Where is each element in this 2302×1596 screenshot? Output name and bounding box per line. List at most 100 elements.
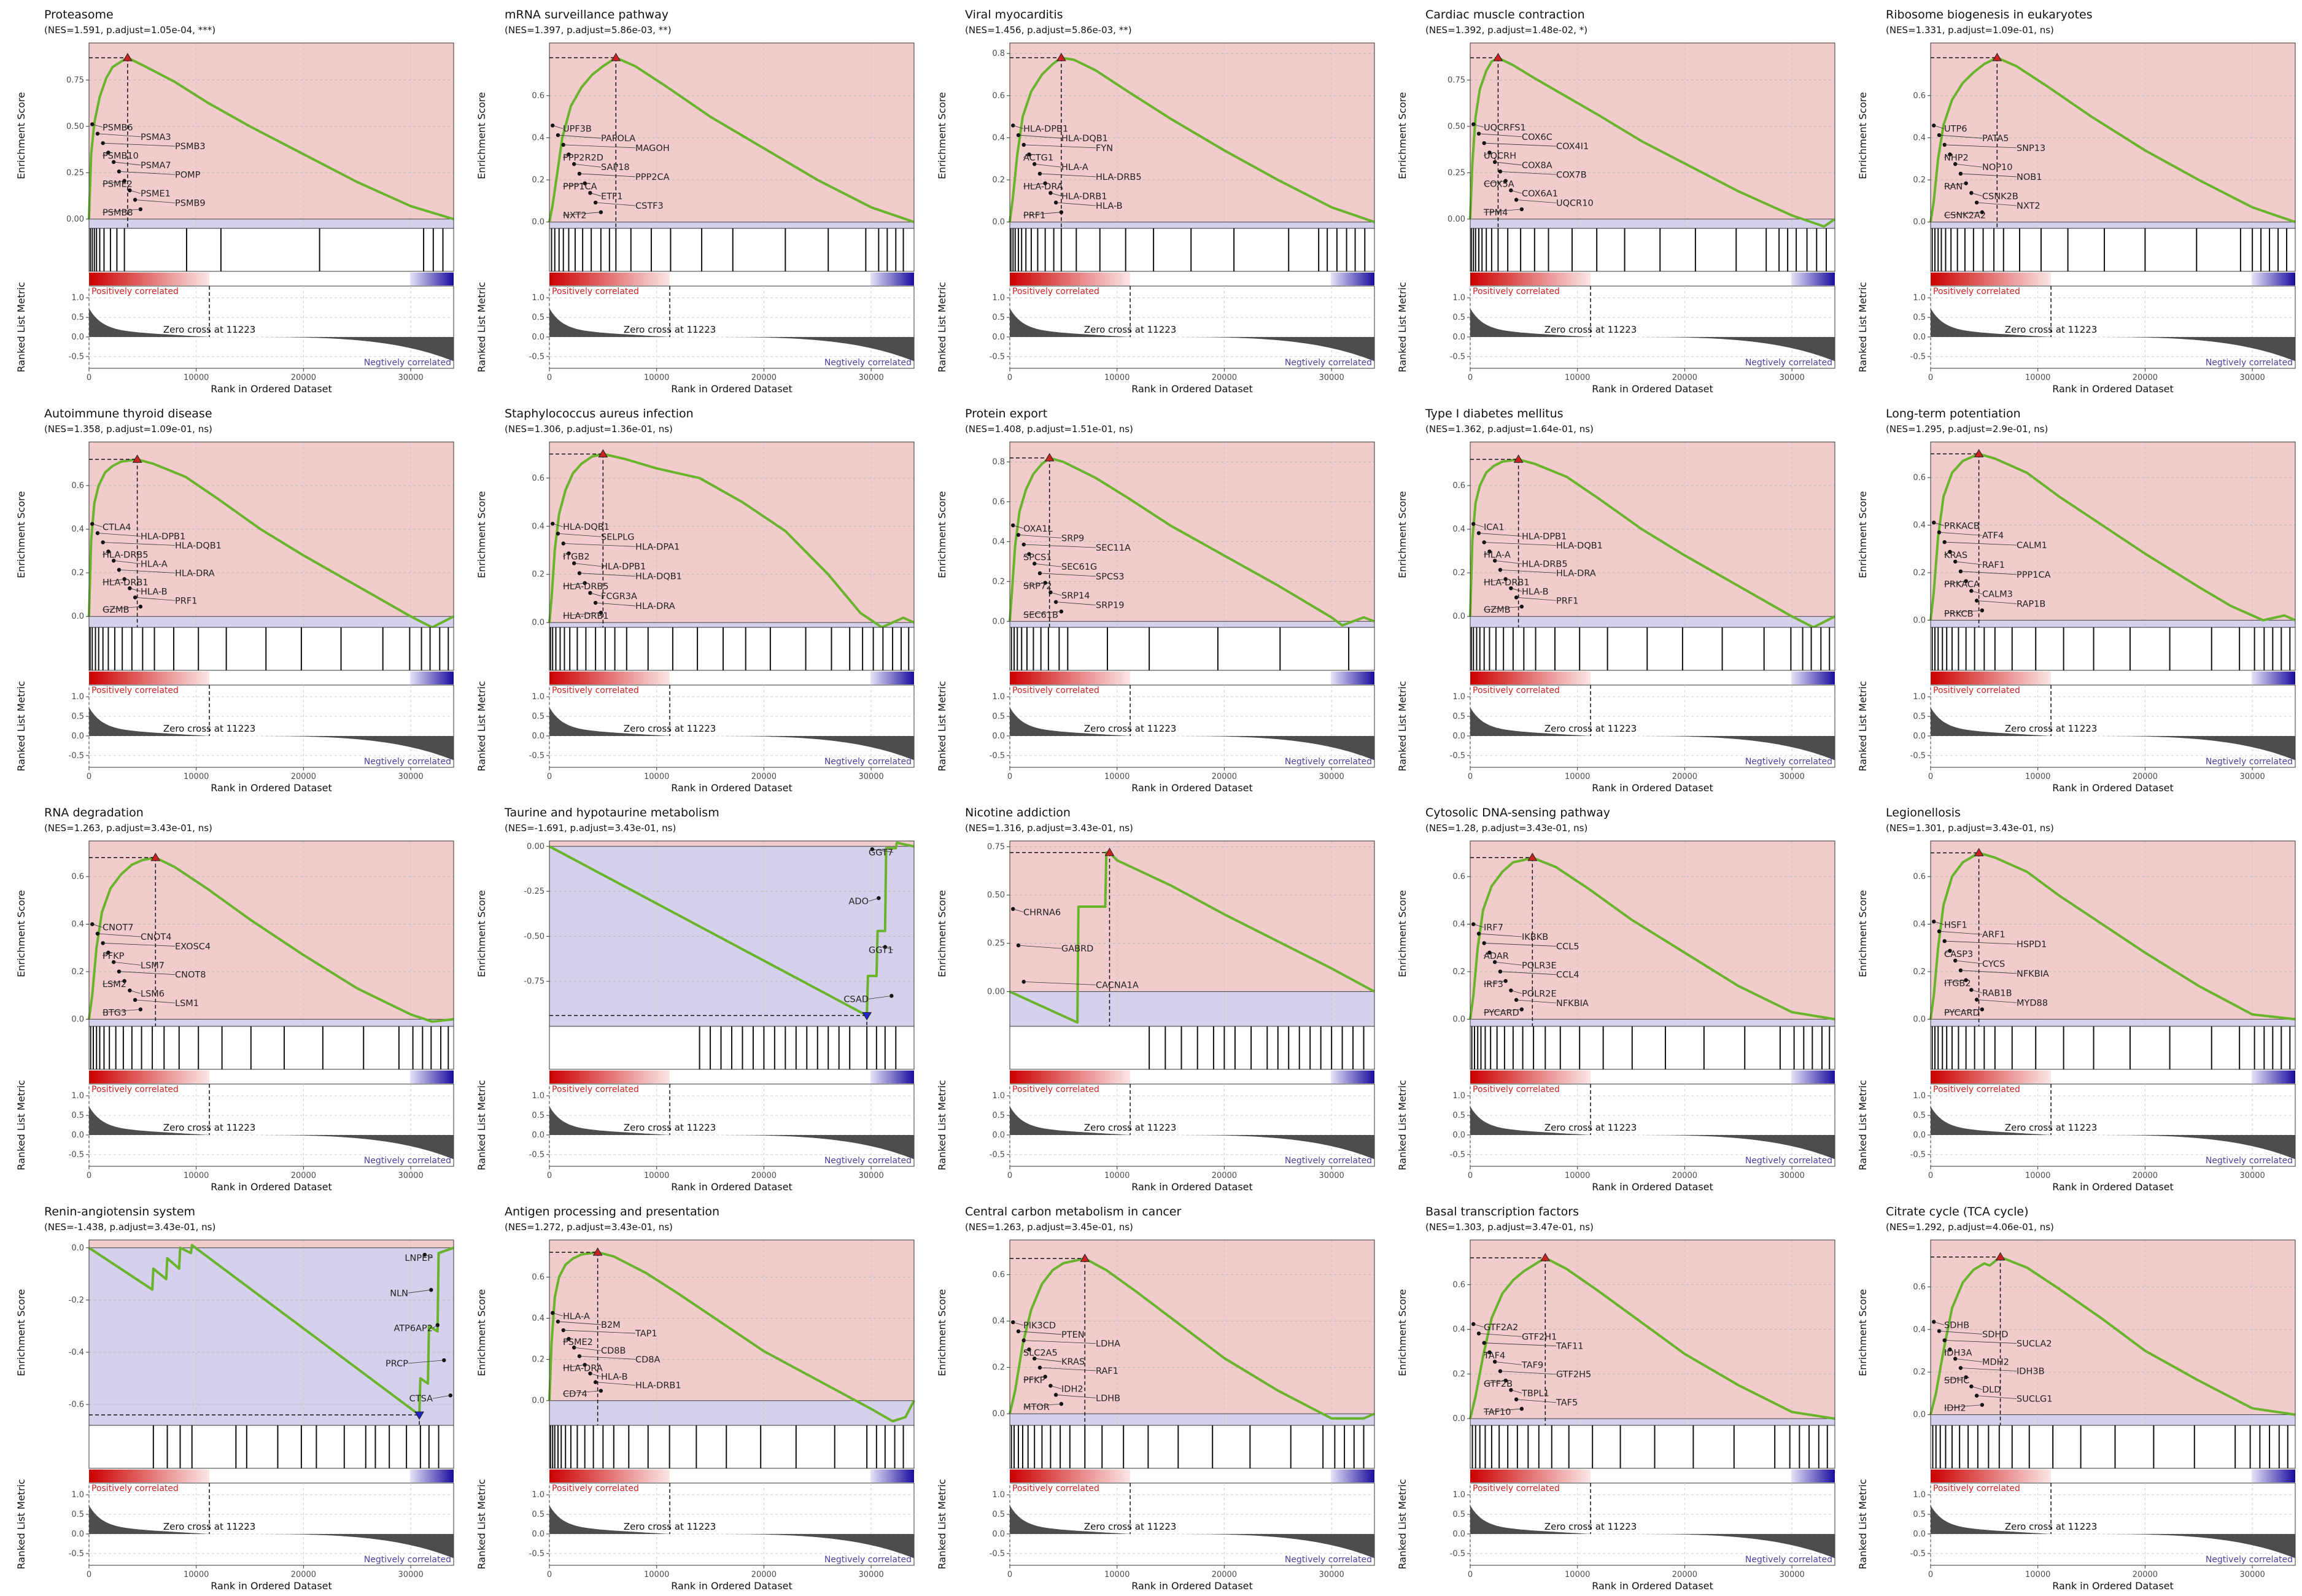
rank-axis-title: Ranked List Metric (936, 681, 948, 771)
gene-point (1514, 595, 1519, 600)
negative-gradient (409, 1470, 454, 1482)
enrichment-curve (1469, 856, 1835, 1021)
x-axis-title: Rank in Ordered Dataset (2052, 383, 2174, 395)
positively-correlated-label: Positively correlated (552, 287, 639, 296)
y-tick-label: 0.00 (66, 215, 84, 224)
enrichment-curve (1469, 458, 1835, 629)
gsea-plot: Staphylococcus aureus infection (NES=1.30… (476, 407, 915, 794)
hit-track (549, 627, 915, 671)
gene-label: LSM1 (175, 999, 199, 1009)
negative-gradient (409, 1071, 454, 1083)
rank-tick-label: 1.0 (1452, 1490, 1465, 1500)
gene-connector (1971, 192, 1983, 196)
gene-label: DLD (1982, 1385, 2001, 1395)
rank-tick-label: 0.0 (532, 333, 544, 342)
rank-tick-label: 0.5 (992, 313, 1005, 322)
rank-tick-label: -0.5 (69, 751, 84, 761)
y-tick-label: 0.2 (1452, 967, 1465, 977)
x-tick-label: 10000 (2025, 772, 2050, 781)
gene-connector (1056, 1394, 1096, 1398)
negatively-correlated-label: Negtively correlated (364, 1156, 451, 1166)
gene-point (1514, 1397, 1519, 1401)
gene-point (1980, 608, 1985, 613)
gene-connector (563, 144, 636, 149)
y-axis-title: Enrichment Score (1397, 92, 1408, 179)
negative-gradient (870, 672, 914, 684)
negatively-correlated-label: Negtively correlated (824, 358, 912, 368)
gene-connector (1018, 1331, 1062, 1335)
rank-axis-title: Ranked List Metric (15, 282, 27, 372)
y-tick-label: 0.4 (1452, 525, 1465, 534)
zero-cross-label: Zero cross at 11223 (2005, 1521, 2098, 1532)
gene-label: RAB1B (1982, 989, 2012, 999)
positive-gradient (89, 273, 210, 285)
rank-tick-label: 0.0 (532, 1530, 544, 1539)
rank-tick-label: 1.0 (532, 293, 544, 303)
x-tick-label: 10000 (1565, 1570, 1590, 1579)
y-tick-label: 0.0 (1452, 1015, 1465, 1024)
gene-label: HLA-B (1096, 201, 1123, 211)
gsea-panel: Cytosolic DNA-sensing pathway (NES=1.28, … (1381, 798, 1842, 1197)
y-tick-label: -0.75 (524, 977, 544, 986)
x-tick-label: 10000 (644, 772, 669, 781)
x-tick-label: 20000 (751, 772, 777, 781)
gene-label: CSTF3 (635, 201, 664, 211)
gene-point (1021, 542, 1026, 547)
gene-label: GGT7 (869, 848, 893, 858)
x-axis-title: Rank in Ordered Dataset (2052, 782, 2174, 794)
gene-point (422, 1252, 427, 1257)
x-tick-label: 30000 (2239, 373, 2265, 382)
gene-label: CD8A (635, 1355, 661, 1365)
gene-connector (135, 200, 176, 203)
rank-tick-label: 0.5 (1913, 712, 1926, 721)
negative-gradient (2251, 273, 2295, 285)
gene-connector (1473, 924, 1484, 928)
rank-tick-label: 0.0 (992, 1530, 1005, 1539)
gene-connector (1944, 541, 2017, 546)
gene-connector (432, 1395, 451, 1399)
rank-axis-title: Ranked List Metric (15, 1080, 27, 1170)
x-axis-title: Rank in Ordered Dataset (671, 782, 793, 794)
rank-axis-title: Ranked List Metric (15, 681, 27, 771)
gene-label: GABRD (1061, 944, 1093, 954)
gene-connector (1023, 212, 1061, 216)
gene-label: CNOT4 (141, 932, 171, 942)
zero-cross-label: Zero cross at 11223 (1084, 1521, 1177, 1532)
y-tick-label: 0.4 (1913, 1325, 1926, 1335)
rank-axis-title: Ranked List Metric (1857, 282, 1869, 372)
enrichment-curve (548, 1251, 915, 1423)
gene-connector (1955, 960, 1983, 964)
y-axis-title: Enrichment Score (15, 491, 27, 578)
rank-tick-label: -0.5 (69, 1150, 84, 1160)
gene-label: CCL5 (1556, 942, 1579, 951)
y-tick-label: 0.00 (527, 842, 544, 851)
y-tick-label: 0.2 (71, 967, 84, 977)
gene-label: HLA-DRA (1023, 182, 1063, 192)
gene-label: SEC11A (1096, 543, 1131, 553)
gene-connector (1478, 1333, 1522, 1337)
gene-label: HLA-DQB1 (635, 572, 682, 582)
peak-marker (1056, 53, 1066, 61)
gene-label: PFKP (1023, 1376, 1045, 1385)
x-tick-label: 0 (547, 772, 552, 781)
gene-point (106, 549, 110, 554)
rank-tick-label: 0.5 (1913, 1510, 1926, 1519)
gene-connector (562, 553, 569, 557)
positive-gradient (1010, 273, 1131, 285)
gene-connector (1013, 125, 1024, 129)
zero-cross-label: Zero cross at 11223 (1544, 1521, 1637, 1532)
gene-connector (1511, 587, 1522, 592)
gene-connector (1023, 183, 1045, 187)
zero-cross-label: Zero cross at 11223 (163, 723, 256, 734)
gene-label: IRF3 (1484, 980, 1503, 990)
gene-connector (1977, 1395, 2017, 1400)
gene-label: HLA-DRB1 (635, 1381, 681, 1391)
gene-connector (1944, 950, 1950, 955)
negatively-correlated-label: Negtively correlated (364, 1555, 451, 1565)
rank-tick-label: 1.0 (532, 692, 544, 702)
positive-gradient (549, 273, 670, 285)
panel-subtitle: (NES=1.591, p.adjust=1.05e-04, ***) (44, 25, 215, 36)
ranked-metric-frame (1009, 684, 1375, 768)
hit-track (1930, 228, 2296, 272)
negatively-correlated-label: Negtively correlated (1285, 358, 1372, 368)
